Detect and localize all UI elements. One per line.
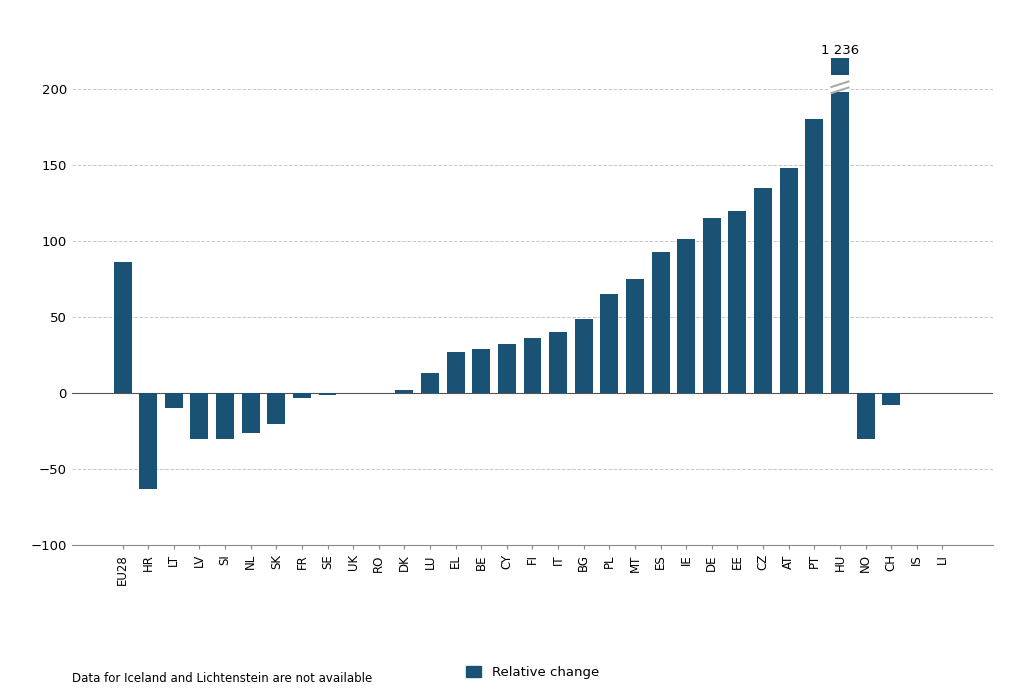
Bar xyxy=(830,75,850,92)
Legend: Relative change: Relative change xyxy=(466,665,599,679)
Bar xyxy=(216,393,234,439)
Bar xyxy=(728,210,746,393)
Bar xyxy=(523,338,542,393)
Text: Data for Iceland and Lichtenstein are not available: Data for Iceland and Lichtenstein are no… xyxy=(72,672,372,685)
Bar xyxy=(626,279,644,393)
Bar xyxy=(190,393,208,439)
Bar xyxy=(242,393,260,433)
Bar xyxy=(857,393,874,439)
Bar xyxy=(830,59,849,78)
Bar xyxy=(446,352,465,393)
Bar xyxy=(830,89,849,393)
Bar xyxy=(139,393,157,489)
Bar xyxy=(395,390,414,393)
Bar xyxy=(600,294,618,393)
Bar xyxy=(779,168,798,393)
Bar xyxy=(114,262,131,393)
Bar xyxy=(498,345,516,393)
Bar xyxy=(267,393,286,424)
Bar xyxy=(574,319,593,393)
Bar xyxy=(651,252,670,393)
Bar xyxy=(421,373,439,393)
Bar xyxy=(805,120,823,393)
Bar xyxy=(472,349,490,393)
Text: 1 236: 1 236 xyxy=(821,44,859,57)
Bar xyxy=(883,393,900,405)
Bar xyxy=(293,393,311,398)
Bar xyxy=(754,188,772,393)
Bar xyxy=(318,393,337,395)
Bar xyxy=(165,393,182,408)
Bar xyxy=(702,218,721,393)
Bar xyxy=(677,240,695,393)
Bar xyxy=(549,332,567,393)
